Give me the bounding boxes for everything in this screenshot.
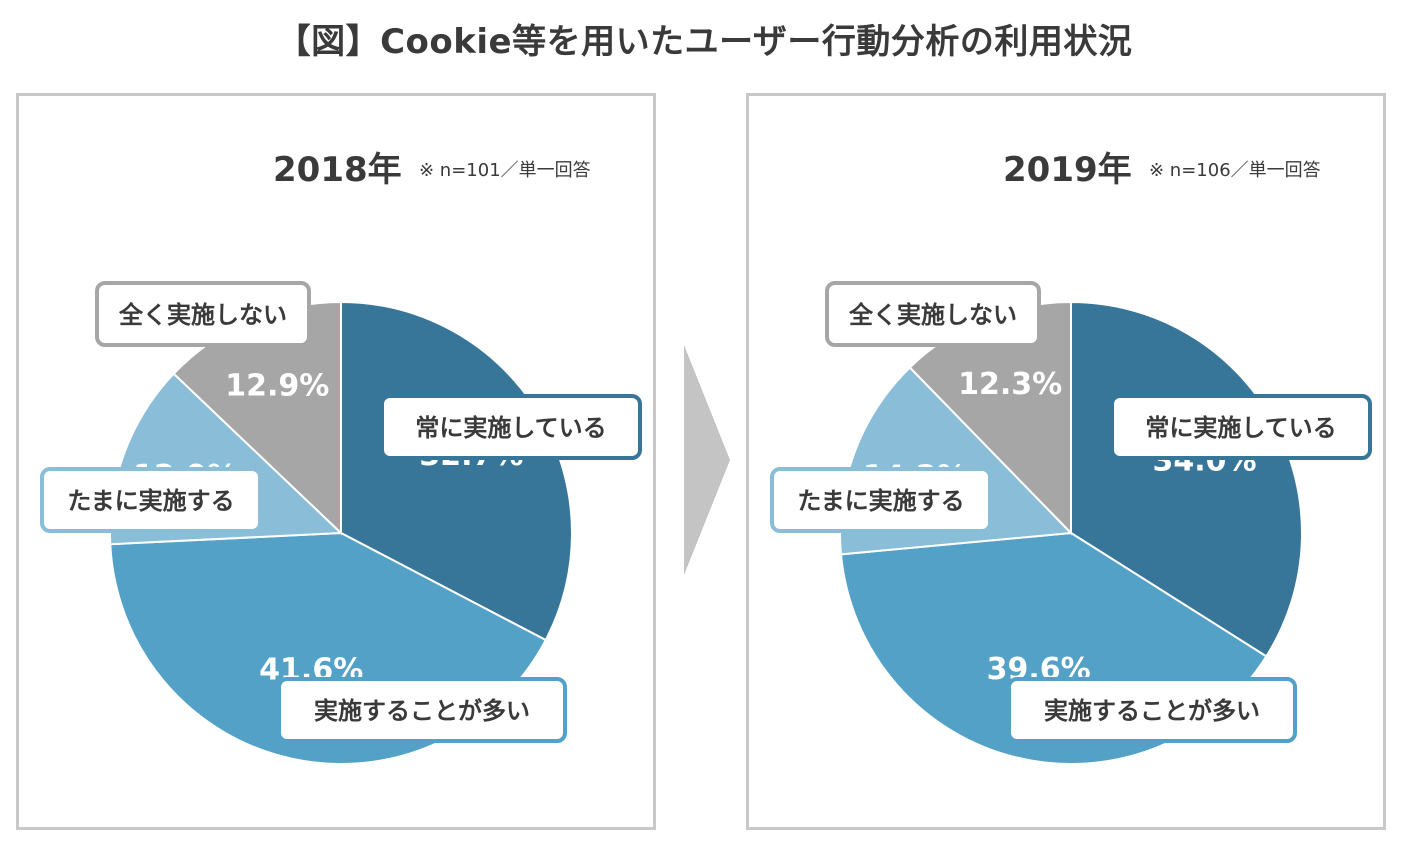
label-often: 実施することが多い [277,677,567,743]
label-never: 全く実施しない [825,281,1041,347]
svg-text:実施することが多い: 実施することが多い [314,697,530,725]
chart-panel-2018: 2018年 ※ n=101／単一回答 32.7%41.6%12.9%12.9%常… [16,93,656,830]
year-label: 2019年 [1003,150,1132,190]
svg-text:常に実施している: 常に実施している [415,414,606,442]
chart-panel-2019: 2019年 ※ n=106／単一回答 34.0%39.6%14.2%12.3%常… [746,93,1386,830]
label-never: 全く実施しない [95,281,311,347]
sample-note: ※ n=101／単一回答 [419,160,591,181]
svg-text:全く実施しない: 全く実施しない [848,301,1017,329]
label-always: 常に実施している [1110,394,1372,460]
value-label: 12.9% [225,368,329,403]
year-label: 2018年 [273,150,402,190]
svg-text:たまに実施する: たまに実施する [797,487,964,515]
pie-chart-2019: 34.0%39.6%14.2%12.3%常に実施している実施することが多いたまに… [770,281,1372,765]
svg-text:たまに実施する: たまに実施する [67,487,234,515]
label-sometimes: たまに実施する [770,467,992,533]
sample-note: ※ n=106／単一回答 [1149,160,1321,181]
chart-title: 【図】Cookie等を用いたユーザー行動分析の利用状況 [276,22,1133,62]
label-always: 常に実施している [380,394,642,460]
value-label: 12.3% [958,367,1062,402]
label-often: 実施することが多い [1007,677,1297,743]
label-sometimes: たまに実施する [40,467,262,533]
svg-text:全く実施しない: 全く実施しない [118,301,287,329]
pie-chart-2018: 32.7%41.6%12.9%12.9%常に実施している実施することが多いたまに… [40,281,642,766]
svg-text:実施することが多い: 実施することが多い [1044,697,1260,725]
svg-text:常に実施している: 常に実施している [1145,414,1336,442]
chevron-right-icon [684,345,730,575]
